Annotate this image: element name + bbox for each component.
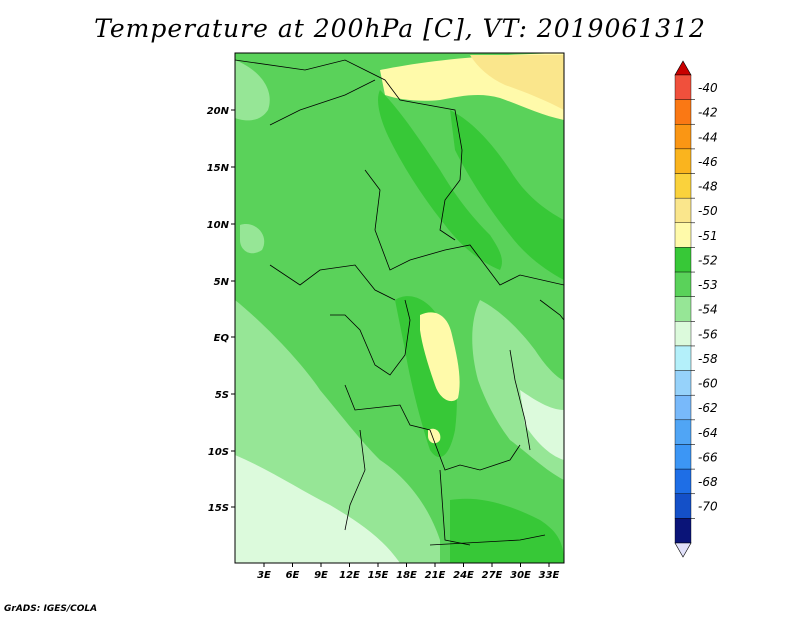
colorbar-swatch: [674, 345, 692, 371]
lon-label: 15E: [368, 570, 389, 581]
lon-label: 12E: [339, 570, 360, 581]
colorbar-swatch: [674, 493, 692, 519]
colorbar-label: -62: [698, 401, 718, 415]
colorbar-bottom-arrow: [674, 542, 692, 558]
colorbar-swatch: [674, 370, 692, 396]
lat-label: 5N: [214, 277, 230, 288]
lon-label: 18E: [396, 570, 417, 581]
colorbar-label: -54: [698, 303, 718, 317]
colorbar-swatch: [674, 321, 692, 347]
colorbar-label: -53: [698, 278, 718, 292]
colorbar-swatch: [674, 197, 692, 223]
lat-label: EQ: [214, 333, 230, 344]
colorbar-swatch: [674, 395, 692, 421]
colorbar-label: -68: [698, 475, 718, 489]
colorbar-label: -64: [698, 426, 718, 440]
colorbar-swatch: [674, 444, 692, 470]
colorbar-label: -48: [698, 180, 718, 194]
colorbar-label: -60: [698, 377, 718, 391]
lat-label: 5S: [215, 390, 229, 401]
colorbar-swatch: [674, 173, 692, 199]
colorbar-swatch: [674, 148, 692, 174]
colorbar-label: -50: [698, 204, 718, 218]
colorbar-label: -46: [698, 155, 718, 169]
colorbar-label: -51: [698, 229, 718, 243]
colorbar-swatch: [674, 99, 692, 125]
colorbar-swatch: [674, 222, 692, 248]
colorbar-label: -58: [698, 352, 718, 366]
colorbar-swatch: [674, 247, 692, 273]
colorbar-swatch: [674, 74, 692, 100]
colorbar-swatch: [674, 296, 692, 322]
colorbar: -40 -42 -44 -46 -48 -50 -51 -52 -53 -54 -56 -58 -60 -…: [674, 60, 718, 558]
lat-label: 10N: [207, 220, 230, 231]
colorbar-swatch: [674, 518, 692, 544]
lon-label: 24E: [453, 570, 474, 581]
colorbar-swatch: [674, 271, 692, 297]
colorbar-top-arrow: [674, 60, 692, 76]
lon-label: 3E: [257, 570, 271, 581]
lon-label: 6E: [286, 570, 300, 581]
colorbar-swatch: [674, 419, 692, 445]
lat-label: 15N: [207, 163, 230, 174]
country-borders: [235, 59, 564, 546]
lat-label: 20N: [207, 106, 230, 117]
lon-label: 21E: [425, 570, 446, 581]
colorbar-label: -70: [698, 500, 718, 514]
latitude-axis: 20N 15N 10N 5N EQ 5S 10S 15S: [207, 106, 235, 514]
longitude-axis: 3E 6E 9E 12E 15E 18E 21E 24E 27E 30E 33E: [257, 563, 560, 581]
lat-label: 10S: [208, 447, 229, 458]
colorbar-swatch: [674, 468, 692, 494]
colorbar-swatch: [674, 124, 692, 150]
colorbar-label: -42: [698, 106, 718, 120]
colorbar-label: -56: [698, 327, 718, 341]
plot-frame: [234, 52, 565, 564]
lon-label: 33E: [539, 570, 560, 581]
lon-label: 9E: [314, 570, 328, 581]
colorbar-label: -52: [698, 253, 718, 267]
colorbar-label: -40: [698, 81, 718, 95]
colorbar-label: -44: [698, 130, 718, 144]
temperature-field: [235, 53, 564, 563]
grads-credit: GrADS: IGES/COLA: [4, 604, 98, 614]
map-title: Temperature at 200hPa [C], VT: 201906131…: [94, 14, 706, 43]
lon-label: 30E: [510, 570, 531, 581]
lon-label: 27E: [482, 570, 503, 581]
lat-label: 15S: [208, 503, 229, 514]
colorbar-label: -66: [698, 450, 718, 464]
